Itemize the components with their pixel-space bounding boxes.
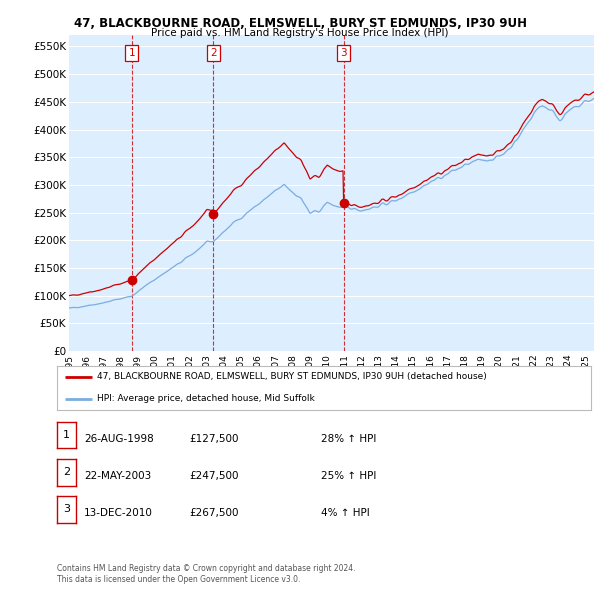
Text: £247,500: £247,500 [189, 471, 239, 481]
Text: 13-DEC-2010: 13-DEC-2010 [84, 509, 153, 519]
Text: 26-AUG-1998: 26-AUG-1998 [84, 434, 154, 444]
Text: Contains HM Land Registry data © Crown copyright and database right 2024.: Contains HM Land Registry data © Crown c… [57, 565, 355, 573]
Text: 47, BLACKBOURNE ROAD, ELMSWELL, BURY ST EDMUNDS, IP30 9UH: 47, BLACKBOURNE ROAD, ELMSWELL, BURY ST … [74, 17, 527, 30]
Text: HPI: Average price, detached house, Mid Suffolk: HPI: Average price, detached house, Mid … [97, 395, 315, 404]
Text: 28% ↑ HPI: 28% ↑ HPI [321, 434, 376, 444]
Text: 1: 1 [63, 430, 70, 440]
Text: 22-MAY-2003: 22-MAY-2003 [84, 471, 151, 481]
Text: 2: 2 [63, 467, 70, 477]
Text: 4% ↑ HPI: 4% ↑ HPI [321, 509, 370, 519]
Text: Price paid vs. HM Land Registry's House Price Index (HPI): Price paid vs. HM Land Registry's House … [151, 28, 449, 38]
Text: 2: 2 [210, 48, 217, 58]
Text: £127,500: £127,500 [189, 434, 239, 444]
Text: 47, BLACKBOURNE ROAD, ELMSWELL, BURY ST EDMUNDS, IP30 9UH (detached house): 47, BLACKBOURNE ROAD, ELMSWELL, BURY ST … [97, 372, 487, 381]
Text: 3: 3 [63, 504, 70, 514]
Text: £267,500: £267,500 [189, 509, 239, 519]
Text: 25% ↑ HPI: 25% ↑ HPI [321, 471, 376, 481]
Text: This data is licensed under the Open Government Licence v3.0.: This data is licensed under the Open Gov… [57, 575, 301, 584]
Text: 1: 1 [128, 48, 135, 58]
Text: 3: 3 [340, 48, 347, 58]
